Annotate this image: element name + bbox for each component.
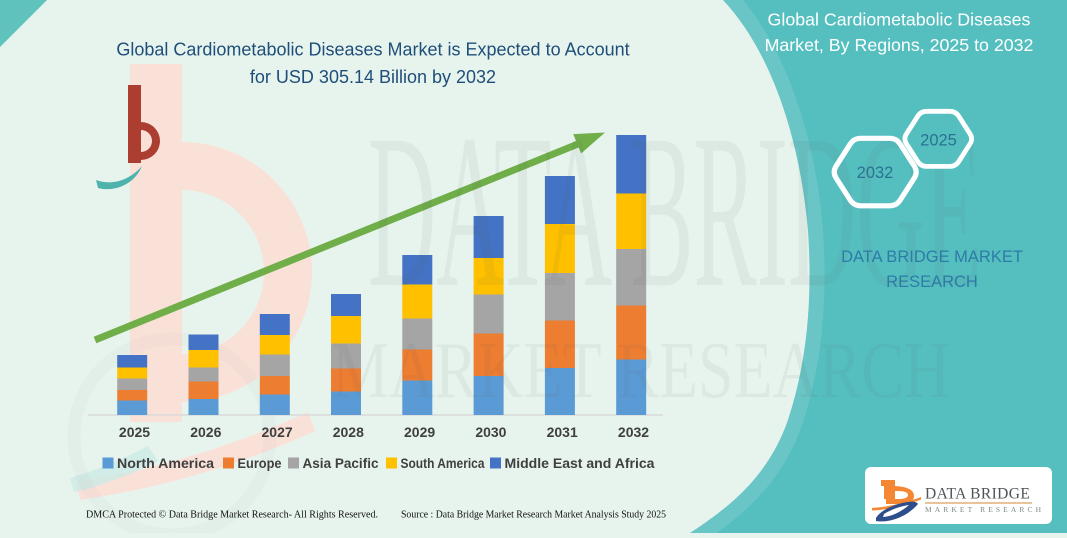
svg-text:for USD 305.14 Billion by 2032: for USD 305.14 Billion by 2032 bbox=[250, 67, 496, 87]
svg-text:Source : Data Bridge Market Re: Source : Data Bridge Market Research Mar… bbox=[401, 509, 666, 521]
svg-text:Europe: Europe bbox=[238, 456, 282, 471]
svg-text:DMCA Protected © Data Bridge M: DMCA Protected © Data Bridge Market Rese… bbox=[86, 509, 378, 521]
svg-text:South America: South America bbox=[401, 456, 485, 471]
svg-text:2025: 2025 bbox=[920, 132, 957, 150]
svg-text:Middle East and Africa: Middle East and Africa bbox=[505, 456, 656, 471]
svg-text:2028: 2028 bbox=[333, 424, 364, 440]
svg-text:Market, By Regions, 2025 to 20: Market, By Regions, 2025 to 2032 bbox=[765, 35, 1034, 55]
svg-text:Global Cardiometabolic Disease: Global Cardiometabolic Diseases Market i… bbox=[116, 40, 629, 60]
svg-text:DATA BRIDGE MARKET: DATA BRIDGE MARKET bbox=[841, 248, 1023, 266]
svg-text:2029: 2029 bbox=[404, 424, 435, 440]
svg-text:DATA BRIDGE: DATA BRIDGE bbox=[925, 486, 1030, 503]
svg-text:2031: 2031 bbox=[547, 424, 578, 440]
svg-text:MARKET RESEARCH: MARKET RESEARCH bbox=[925, 505, 1044, 514]
svg-text:Asia Pacific: Asia Pacific bbox=[303, 456, 380, 471]
svg-text:2032: 2032 bbox=[857, 164, 894, 182]
svg-text:2032: 2032 bbox=[618, 424, 649, 440]
svg-text:DATA BRIDGE: DATA BRIDGE bbox=[368, 89, 982, 333]
svg-text:2027: 2027 bbox=[262, 424, 293, 440]
svg-text:North America: North America bbox=[117, 456, 215, 471]
svg-text:2025: 2025 bbox=[119, 424, 150, 440]
svg-text:2026: 2026 bbox=[190, 424, 221, 440]
svg-text:RESEARCH: RESEARCH bbox=[886, 273, 978, 291]
svg-text:Global Cardiometabolic Disease: Global Cardiometabolic Diseases bbox=[768, 10, 1031, 30]
svg-text:MARKET RESEARCH: MARKET RESEARCH bbox=[332, 327, 950, 415]
svg-text:2030: 2030 bbox=[475, 424, 506, 440]
